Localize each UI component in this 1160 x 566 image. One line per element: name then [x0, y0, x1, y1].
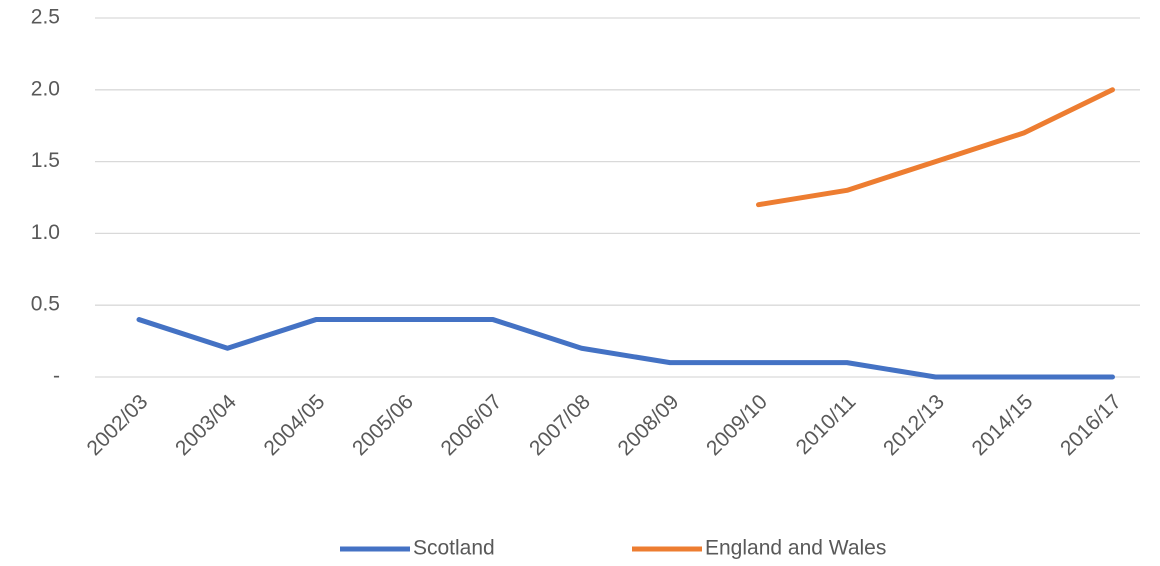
- x-tick-label: 2003/04: [171, 390, 241, 460]
- x-tick-label: 2016/17: [1056, 390, 1126, 460]
- series-line: [756, 87, 1115, 208]
- y-tick-label: 0.5: [31, 293, 60, 316]
- y-tick-label: 2.5: [31, 6, 60, 29]
- y-tick-label: 2.0: [31, 77, 60, 100]
- x-tick-label: 2004/05: [260, 390, 330, 460]
- x-tick-label: 2005/06: [348, 390, 418, 460]
- x-tick-label: 2008/09: [614, 390, 684, 460]
- x-tick-label: 2002/03: [83, 390, 153, 460]
- legend-label: England and Wales: [705, 537, 886, 560]
- x-tick-label: 2014/15: [968, 390, 1038, 460]
- x-tick-label: 2007/08: [525, 390, 595, 460]
- x-tick-label: 2009/10: [702, 390, 772, 460]
- y-tick-label: 1.5: [31, 149, 60, 172]
- series-line: [136, 317, 1115, 380]
- x-tick-label: 2006/07: [437, 390, 507, 460]
- y-tick-label: 1.0: [31, 221, 60, 244]
- x-tick-label: 2010/11: [792, 390, 861, 459]
- x-tick-label: 2012/13: [879, 390, 949, 460]
- y-tick-label: -: [53, 365, 60, 388]
- legend-label: Scotland: [413, 537, 495, 560]
